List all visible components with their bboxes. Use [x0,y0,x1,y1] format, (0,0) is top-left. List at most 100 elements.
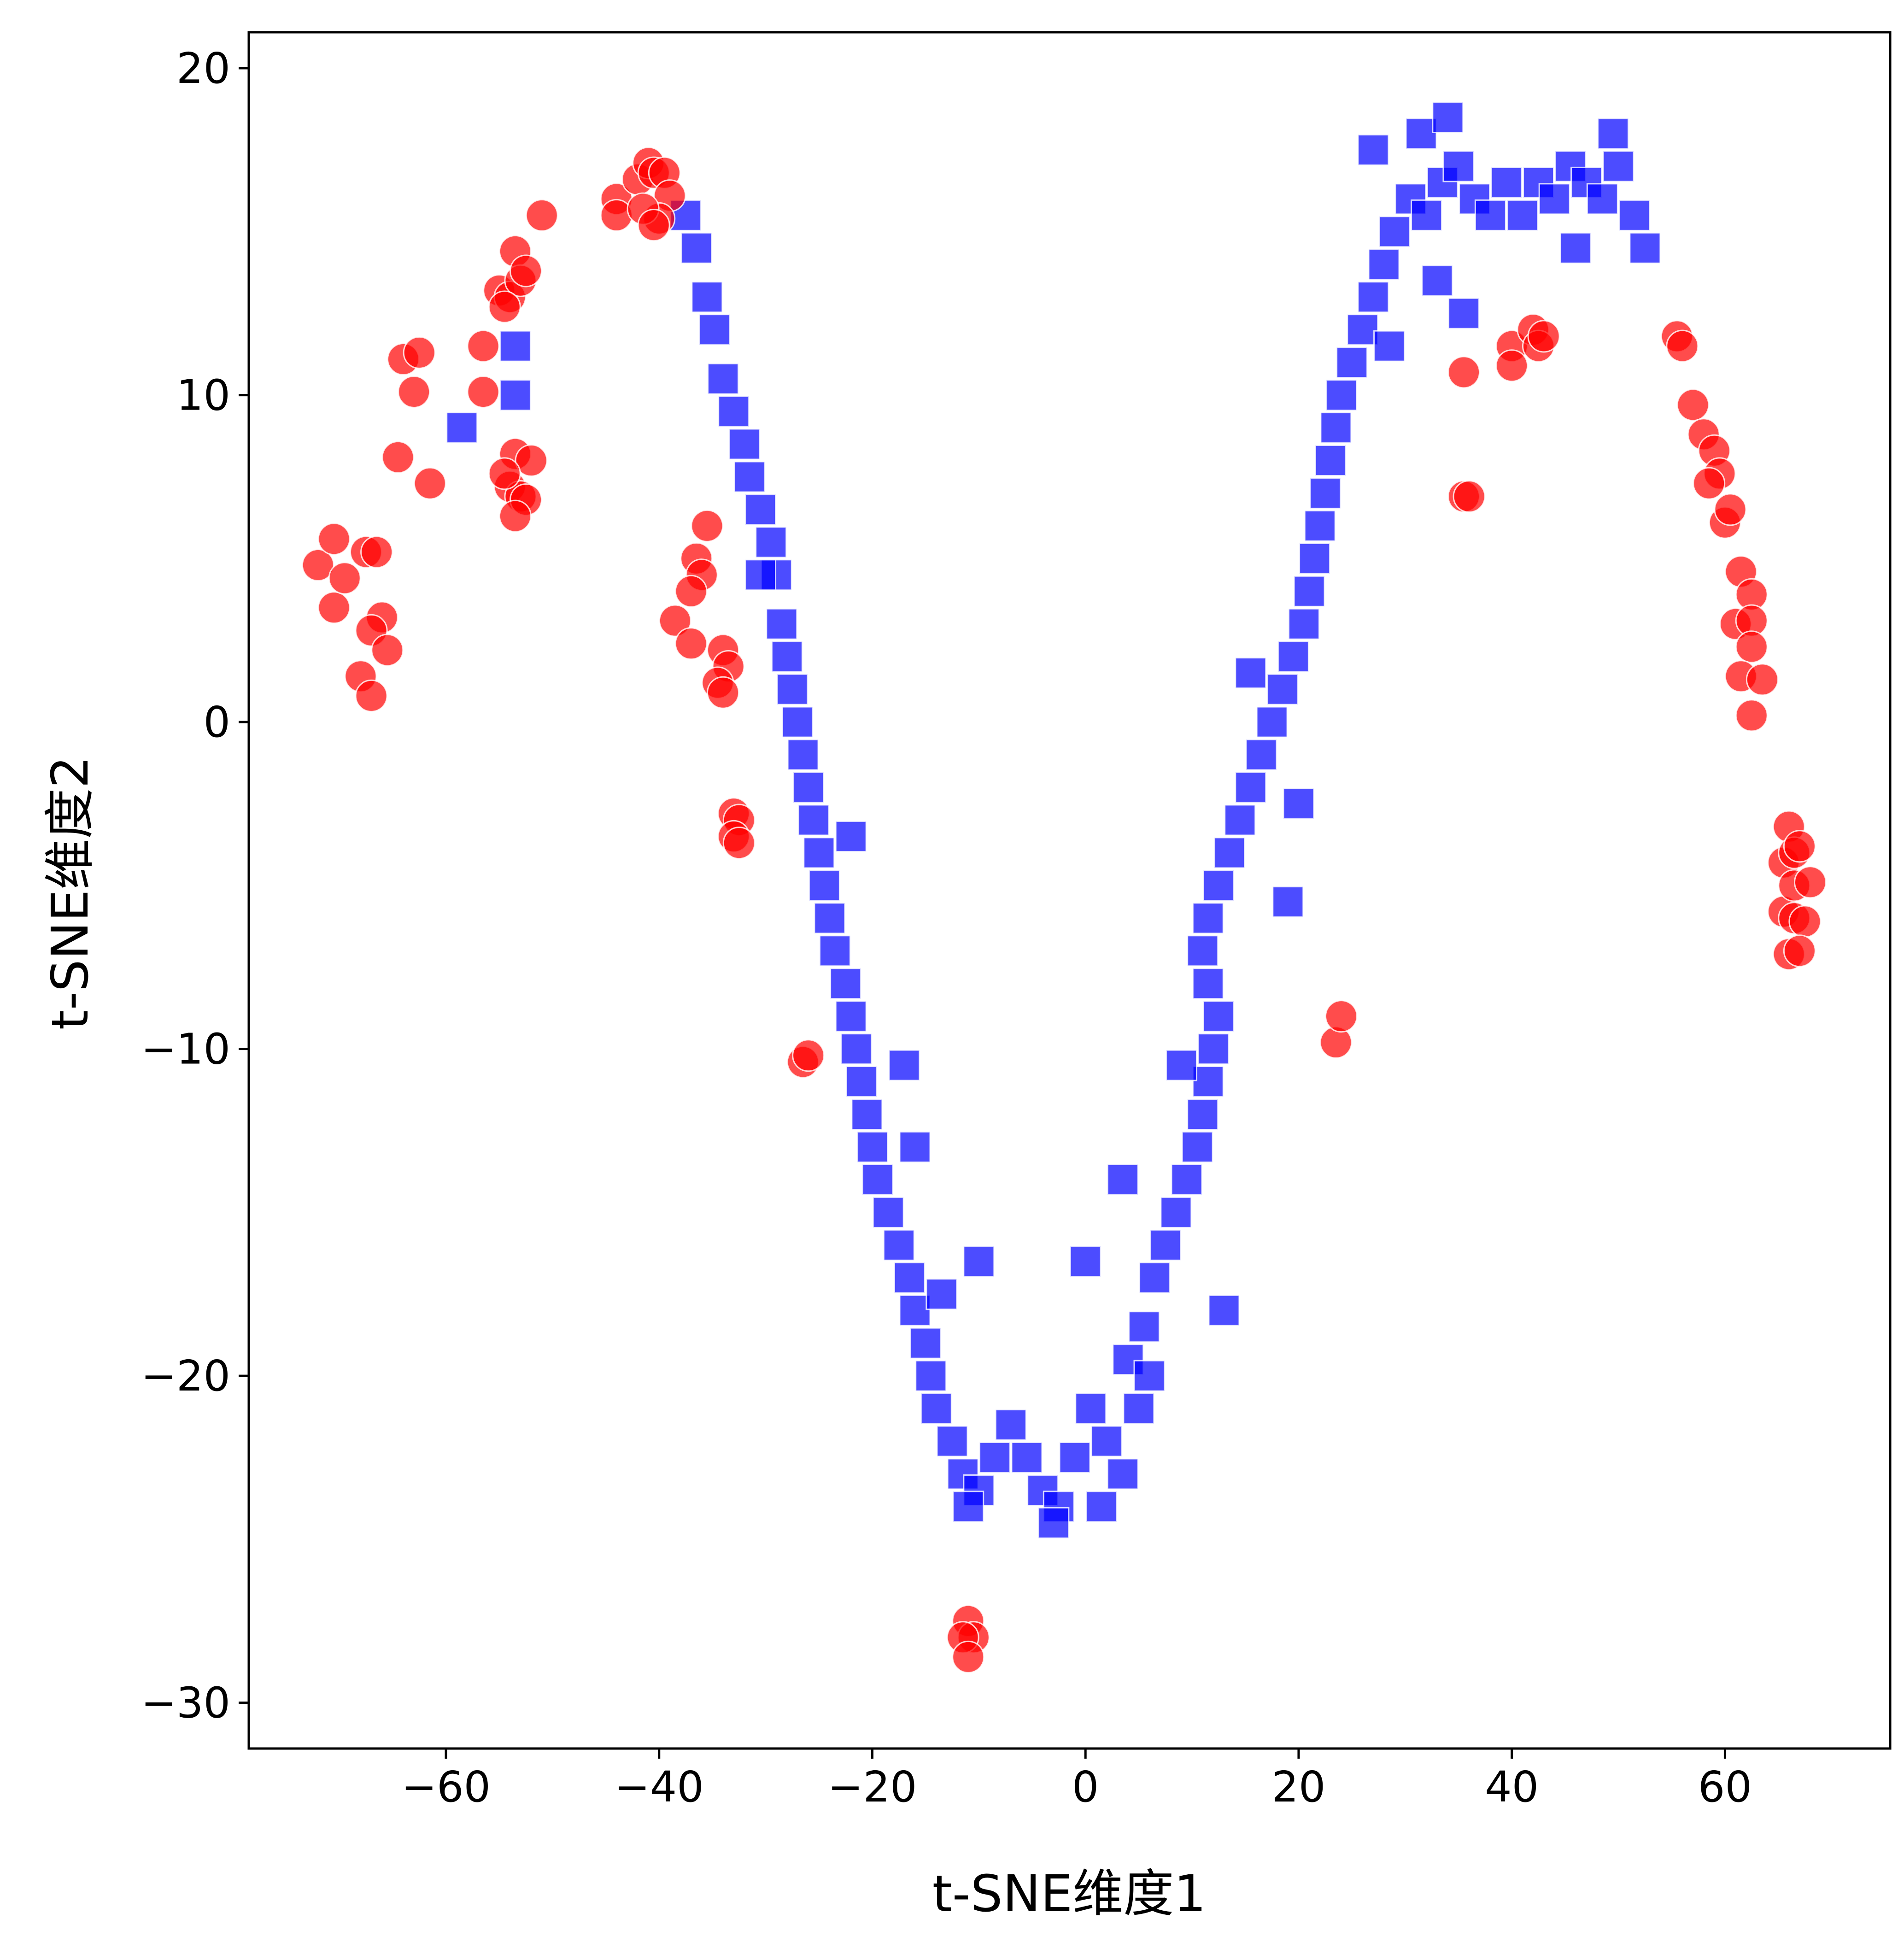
scatter-point-circle [1793,866,1827,899]
scatter-point-square [1442,150,1475,182]
y-tick-label: 0 [203,698,230,747]
scatter-point-square [1202,869,1235,902]
scatter-point-square [766,608,798,640]
scatter-point-square [819,935,851,967]
scatter-point-circle [398,375,431,408]
scatter-point-square [744,559,777,591]
scatter-point-square [1309,477,1342,509]
scatter-point-square [1107,1163,1139,1196]
scatter-point-square [1197,1033,1230,1065]
scatter-point-square [1336,346,1368,379]
scatter-point-square [1085,1491,1118,1523]
x-tick-label: 0 [1072,1762,1099,1812]
scatter-point-square [1490,166,1523,199]
scatter-point-circle [952,1640,985,1673]
scatter-point-square [1011,1442,1043,1474]
scatter-point-square [776,673,808,705]
x-axis-label: t-SNE维度1 [932,1864,1206,1923]
scatter-point-square [771,640,803,673]
scatter-point-square [851,1098,883,1131]
scatter-point-circle [488,457,521,490]
scatter-point-square [1090,1425,1123,1457]
scatter-point-square [1373,330,1406,362]
scatter-point-square [1602,150,1635,182]
scatter-point-square [952,1491,984,1523]
scatter-point-square [787,739,819,771]
scatter-point-square [893,1262,926,1294]
scatter-point-square [691,281,723,313]
scatter-point-square [1357,281,1389,313]
scatter-point-square [1368,248,1400,281]
scatter-point-square [1283,787,1315,820]
scatter-point-circle [707,676,740,709]
scatter-point-circle [637,209,670,242]
scatter-point-circle [467,375,500,408]
scatter-point-square [1256,706,1288,738]
scatter-point-square [1586,183,1618,215]
scatter-point-square [1325,379,1357,411]
scatter-point-circle [525,199,558,232]
x-tick-label: 20 [1271,1762,1325,1812]
x-tick-label: −40 [615,1762,704,1812]
scatter-point-square [1224,804,1256,836]
y-tick-label: 20 [176,44,230,93]
scatter-point-square [803,837,835,869]
scatter-point-square [446,412,478,444]
scatter-point-circle [1495,349,1529,382]
scatter-point-circle [317,591,351,624]
scatter-point-square [1107,1458,1139,1490]
scatter-point-circle [1447,356,1481,389]
scatter-point-square [1357,134,1389,166]
scatter-point-circle [510,254,543,288]
scatter-point-square [1277,640,1309,673]
scatter-point-square [856,1131,888,1163]
scatter-point-square [1559,232,1592,264]
scatter-point-square [1538,183,1570,215]
scatter-point-square [680,232,713,264]
x-tick-label: −20 [827,1762,917,1812]
scatter-point-square [1192,968,1224,1000]
scatter-point-circle [674,575,708,608]
scatter-point-square [707,363,739,395]
scatter-point-square [1128,1311,1160,1343]
scatter-point-circle [355,679,388,712]
scatter-point-circle [371,634,404,667]
scatter-point-square [979,1442,1011,1474]
scatter-point-square [1299,542,1331,575]
scatter-point-square [499,330,531,362]
scatter-point-circle [1527,320,1560,353]
scatter-point-square [1133,1360,1166,1392]
scatter-point-square [963,1245,995,1278]
scatter-point-square [1421,264,1453,297]
scatter-point-square [888,1049,920,1081]
scatter-point-square [1123,1392,1155,1425]
y-tick-label: −30 [141,1678,230,1728]
scatter-point-circle [1693,467,1726,500]
scatter-point-square [1187,1098,1219,1131]
scatter-point-circle [1735,699,1768,732]
scatter-point-square [728,428,761,460]
scatter-point-square [782,706,814,738]
scatter-point-square [1235,657,1267,689]
scatter-point-square [1208,1294,1240,1326]
scatter-point-square [718,395,750,428]
scatter-point-square [1245,739,1277,771]
scatter-point-square [845,1066,878,1098]
scatter-point-square [1293,575,1325,607]
scatter-point-square [920,1392,952,1425]
scatter-point-square [1187,935,1219,967]
y-axis: −30 −20 −10 0 10 20 [141,44,249,1728]
scatter-point-square [499,379,531,411]
scatter-point-square [1405,117,1437,150]
scatter-point-square [840,1033,873,1065]
plot-frame [247,31,1892,1750]
scatter-point-square [1235,771,1267,804]
scatter-point-square [1288,608,1320,640]
scatter-point-circle [515,444,548,477]
scatter-point-square [814,902,846,934]
scatter-point-square [936,1425,968,1457]
scatter-point-square [1075,1392,1107,1425]
scatter-point-square [1171,1163,1203,1196]
scatter-point-square [1320,412,1352,444]
